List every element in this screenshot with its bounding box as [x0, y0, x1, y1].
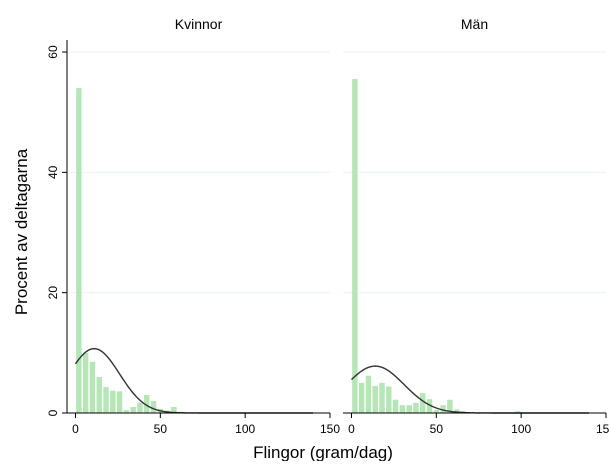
histogram-bar	[379, 382, 385, 413]
histogram-bar	[137, 402, 143, 413]
histogram-bar	[123, 409, 130, 413]
histogram-bar	[372, 385, 378, 413]
histogram-bar	[426, 399, 433, 413]
panel-1: Kvinnor 0 50 100 150 0 20 40 60	[46, 16, 340, 436]
histogram-bar	[171, 406, 177, 413]
histogram-bar	[130, 406, 136, 413]
y-tick-label: 60	[46, 45, 60, 59]
histogram-bar	[440, 405, 446, 413]
histogram-bar	[399, 405, 406, 413]
panel-2: Män 0 50 100 150	[343, 16, 609, 436]
histogram-bar	[433, 409, 440, 413]
histogram-bar	[103, 387, 109, 413]
y-tick-label: 20	[46, 286, 60, 300]
histogram-bar	[365, 375, 372, 413]
histogram-bar	[82, 352, 89, 413]
x-tick-label: 100	[235, 422, 255, 436]
x-tick-label: 0	[72, 422, 79, 436]
histogram-bar	[116, 391, 123, 413]
x-tick-label: 50	[154, 422, 168, 436]
histogram-bar	[386, 386, 392, 413]
histogram-bar	[110, 390, 116, 413]
histogram-bar	[358, 382, 365, 413]
x-tick-label: 50	[430, 422, 444, 436]
histogram-bar	[413, 402, 419, 413]
histogram-bar	[447, 399, 453, 413]
histogram-bar	[515, 411, 521, 413]
panel-title: Kvinnor	[175, 16, 223, 32]
y-tick-label: 40	[46, 165, 60, 179]
histogram-bar	[76, 88, 82, 414]
histogram-bar	[453, 409, 460, 413]
x-tick-label: 150	[596, 422, 609, 436]
histogram-bar	[406, 405, 412, 413]
y-axis-label: Procent av deltagarna	[12, 148, 31, 315]
x-tick-label: 150	[320, 422, 340, 436]
histogram-bar	[392, 399, 399, 413]
histogram-bar	[89, 361, 96, 413]
x-axis-label: Flingor (gram/dag)	[253, 443, 393, 461]
histogram-bar	[420, 393, 426, 413]
panel-title: Män	[461, 16, 488, 32]
x-tick-label: 0	[348, 422, 355, 436]
histogram-bar	[150, 400, 157, 413]
x-tick-label: 100	[511, 422, 531, 436]
histogram-bar	[352, 79, 358, 414]
histogram-bar	[96, 376, 102, 413]
y-tick-label: 0	[46, 409, 60, 416]
histogram-bar	[144, 394, 150, 413]
